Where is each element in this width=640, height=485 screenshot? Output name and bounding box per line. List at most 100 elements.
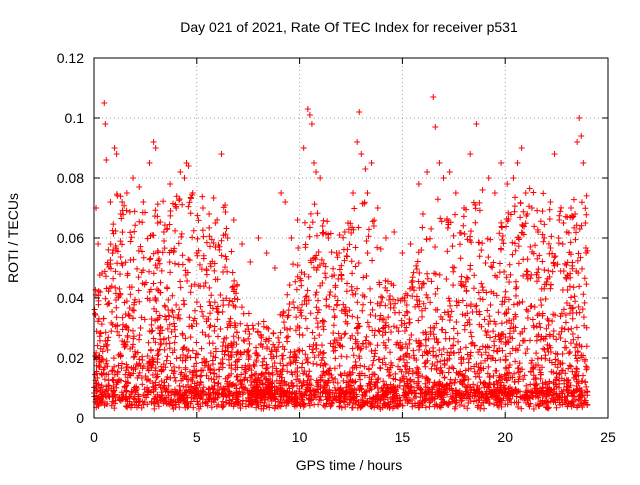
data-point (308, 259, 315, 266)
data-point (206, 284, 213, 291)
data-point (157, 218, 164, 225)
data-point (146, 328, 153, 335)
data-point (530, 189, 537, 196)
data-point (463, 206, 470, 213)
data-point (123, 323, 130, 330)
data-point (200, 283, 207, 290)
data-point (582, 378, 589, 385)
data-point (422, 404, 429, 411)
data-point (152, 379, 159, 386)
data-point (483, 289, 490, 296)
data-point (253, 344, 260, 351)
data-point (480, 399, 487, 406)
data-point (119, 241, 126, 248)
data-point (233, 329, 240, 336)
data-point (485, 175, 492, 181)
data-point (341, 331, 348, 338)
data-point (207, 310, 214, 317)
data-point (228, 340, 235, 347)
data-point (222, 342, 229, 349)
data-point (160, 198, 167, 205)
data-point (424, 294, 431, 301)
data-point (540, 238, 547, 245)
data-point (490, 328, 497, 335)
data-point (474, 370, 481, 377)
data-point (495, 403, 502, 410)
data-point (286, 301, 293, 308)
data-point (296, 400, 303, 407)
data-point (264, 396, 271, 403)
data-point (237, 320, 244, 327)
data-point (194, 235, 201, 242)
data-point (546, 380, 553, 387)
data-point (506, 261, 513, 268)
data-point (240, 336, 247, 343)
data-point (337, 390, 344, 397)
data-point (532, 361, 539, 368)
data-point (173, 355, 180, 362)
data-point (210, 195, 217, 202)
data-point (111, 363, 118, 370)
data-point (540, 345, 547, 352)
data-point (413, 337, 420, 344)
data-point (258, 331, 265, 338)
data-point (132, 296, 139, 303)
data-point (493, 292, 500, 299)
data-point (433, 353, 440, 360)
data-point (374, 205, 381, 211)
data-point (450, 349, 457, 356)
data-point (473, 386, 480, 393)
data-point (217, 291, 224, 298)
data-point (291, 390, 298, 397)
data-point (435, 339, 442, 346)
data-point (384, 278, 391, 285)
data-point (559, 287, 566, 294)
data-point (582, 356, 589, 363)
data-point (277, 403, 284, 410)
data-point (343, 288, 350, 295)
data-point (317, 362, 324, 369)
data-point (581, 322, 588, 329)
data-point (309, 349, 316, 356)
data-point (245, 326, 252, 333)
data-point (226, 318, 233, 325)
data-point (149, 327, 156, 334)
data-point (367, 299, 374, 306)
data-point (292, 327, 299, 334)
data-point (150, 335, 157, 342)
data-point (572, 396, 579, 403)
data-point (482, 349, 489, 356)
data-point (527, 243, 534, 250)
data-point (170, 314, 177, 321)
data-point (580, 160, 587, 166)
data-point (347, 335, 354, 342)
data-point (562, 213, 569, 220)
data-point (291, 348, 298, 355)
data-point (269, 363, 276, 370)
data-point (449, 364, 456, 371)
data-point (320, 402, 327, 409)
data-point (549, 250, 556, 257)
data-point (267, 351, 274, 358)
data-point (221, 386, 228, 393)
data-point (157, 341, 164, 348)
data-point (567, 382, 574, 389)
data-point (569, 368, 576, 375)
data-point (505, 306, 512, 313)
data-point (571, 224, 578, 231)
data-point (569, 214, 576, 221)
data-point (376, 356, 383, 363)
data-point (446, 169, 453, 175)
data-point (213, 403, 220, 410)
data-point (447, 219, 454, 226)
data-point (363, 272, 370, 279)
data-point (106, 263, 113, 270)
data-point (415, 278, 422, 285)
data-point (379, 359, 386, 366)
data-point (97, 289, 104, 295)
data-point (320, 260, 327, 267)
data-point (537, 324, 544, 331)
data-point (224, 392, 231, 399)
data-point (374, 376, 381, 383)
data-point (101, 100, 108, 106)
